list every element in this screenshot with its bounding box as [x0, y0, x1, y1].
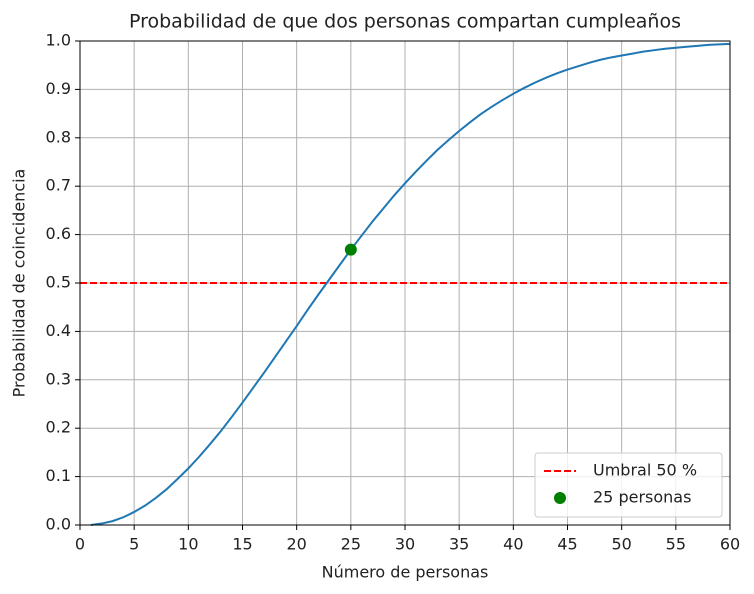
x-tick-label: 35	[449, 535, 469, 554]
x-tick-label: 40	[503, 535, 523, 554]
x-tick-label: 15	[232, 535, 252, 554]
plot-frame	[79, 40, 731, 526]
legend-label: 25 personas	[593, 488, 691, 507]
x-axis-label: Número de personas	[322, 563, 489, 582]
y-tick-label: 0.6	[46, 224, 71, 243]
x-tick-label: 45	[557, 535, 577, 554]
y-tick-label: 0.2	[46, 418, 71, 437]
x-tick-label: 60	[720, 535, 740, 554]
y-axis-label: Probabilidad de coincidencia	[10, 169, 29, 398]
y-tick-label: 0.5	[46, 273, 71, 292]
y-tick-label: 0.1	[46, 466, 71, 485]
x-tick-label: 0	[75, 535, 85, 554]
y-tick-label: 0.8	[46, 127, 71, 146]
legend-swatch	[554, 492, 566, 504]
x-tick-label: 5	[129, 535, 139, 554]
x-tick-label: 30	[395, 535, 415, 554]
y-tick-label: 0.3	[46, 369, 71, 388]
x-tick-label: 10	[178, 535, 198, 554]
legend-label: Umbral 50 %	[593, 461, 697, 480]
x-tick-label: 55	[666, 535, 686, 554]
y-tick-label: 0.9	[46, 79, 71, 98]
highlight-point	[344, 243, 357, 256]
x-tick-label: 25	[341, 535, 361, 554]
chart-title: Probabilidad de que dos personas compart…	[129, 11, 681, 33]
x-tick-label: 50	[611, 535, 631, 554]
x-tick-label: 20	[286, 535, 306, 554]
legend: Umbral 50 % 25 personas	[534, 452, 723, 518]
legend-box	[534, 452, 723, 518]
y-tick-label: 0.0	[46, 515, 71, 534]
y-tick-label: 1.0	[46, 31, 71, 50]
y-tick-label: 0.4	[46, 321, 71, 340]
y-tick-label: 0.7	[46, 176, 71, 195]
curve	[90, 42, 731, 526]
